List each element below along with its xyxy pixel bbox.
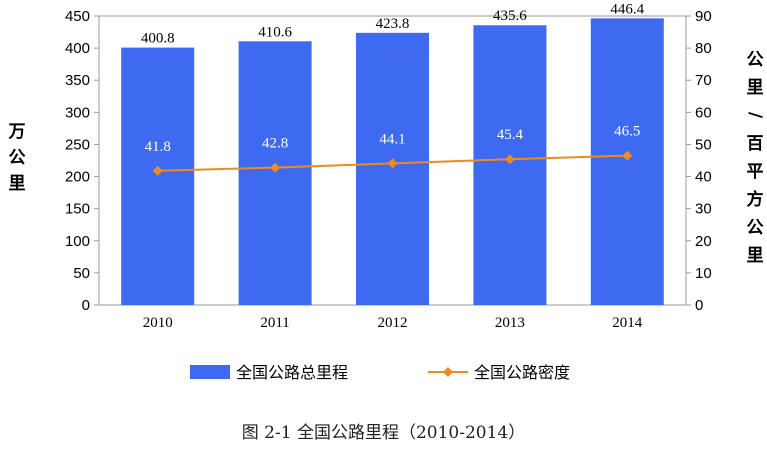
left-tick-label: 150 [65, 201, 90, 218]
bar-value-label: 400.8 [141, 31, 175, 47]
bar-series [121, 18, 664, 306]
bar [121, 47, 195, 306]
bar-value-label: 410.6 [258, 24, 292, 40]
figure-caption: 图 2-1 全国公路里程（2010-2014） [241, 423, 526, 443]
x-tick-label: 2014 [612, 315, 643, 331]
legend-line-label: 全国公路密度 [474, 363, 570, 382]
line-series [152, 150, 633, 176]
left-tick-label: 350 [65, 72, 90, 89]
line-point [387, 158, 398, 169]
axis-label-char: 百 [747, 134, 764, 154]
line-point [270, 162, 281, 173]
bar [356, 32, 429, 305]
axis-label-char: 万 [8, 122, 26, 142]
right-axis-ticks: 0 10 20 30 40 50 60 70 80 90 [686, 8, 712, 314]
line-value-label: 42.8 [262, 136, 288, 152]
legend: 全国公路总里程 全国公路密度 [190, 363, 570, 382]
line-point [152, 165, 163, 176]
line-point [622, 150, 633, 161]
right-tick-label: 40 [695, 169, 712, 186]
bar-value-label: 446.4 [610, 1, 644, 17]
x-tick-label: 2013 [495, 315, 525, 331]
x-tick-label: 2011 [260, 315, 289, 331]
line-value-label: 41.8 [145, 139, 171, 155]
left-tick-label: 450 [65, 8, 90, 25]
line-data-labels: 41.8 42.8 44.1 45.4 46.5 [145, 124, 641, 155]
legend-bar-label: 全国公路总里程 [236, 363, 348, 382]
right-tick-label: 10 [695, 265, 712, 282]
line-value-label: 46.5 [614, 124, 640, 140]
left-axis-label: 万公里 [8, 122, 26, 194]
axis-label-char: 里 [747, 78, 764, 98]
axis-label-char: 公 [747, 50, 764, 70]
axis-label-char: 里 [747, 246, 764, 266]
axis-label-char: / [745, 112, 765, 119]
x-axis-ticks: 2010 2011 2012 2013 2014 [143, 315, 643, 331]
x-tick-label: 2010 [143, 315, 173, 331]
bar [590, 18, 664, 305]
combo-chart: 400.8 410.6 423.8 435.6 446.4 41.8 42.8 44.1 45… [8, 1, 766, 382]
line-point [504, 154, 515, 165]
left-tick-label: 300 [65, 104, 90, 121]
left-axis-ticks: 0 50 100 150 200 250 300 350 400 450 [65, 8, 99, 314]
legend-line-marker [443, 367, 453, 377]
bar-value-label: 435.6 [493, 8, 527, 24]
left-tick-label: 50 [73, 265, 90, 282]
bar-value-label: 423.8 [376, 16, 410, 32]
axis-label-char: 方 [747, 189, 764, 210]
x-tick-label: 2012 [378, 315, 408, 331]
right-tick-label: 20 [695, 233, 712, 250]
bar [238, 41, 312, 305]
left-tick-label: 0 [82, 297, 90, 314]
right-tick-label: 90 [695, 8, 712, 25]
axis-label-char: 公 [747, 218, 764, 238]
right-tick-label: 70 [695, 72, 712, 89]
bar-data-labels: 400.8 410.6 423.8 435.6 446.4 [141, 1, 645, 46]
axis-label-char: 里 [9, 174, 26, 194]
axis-label-char: 平 [747, 162, 764, 182]
legend-bar-swatch [190, 365, 230, 379]
right-tick-label: 60 [695, 104, 712, 121]
right-tick-label: 50 [695, 136, 712, 153]
line-value-label: 44.1 [379, 131, 405, 147]
right-tick-label: 30 [695, 201, 712, 218]
left-tick-label: 400 [65, 40, 90, 57]
left-tick-label: 200 [65, 169, 90, 186]
line-value-label: 45.4 [497, 127, 524, 143]
right-tick-label: 0 [695, 297, 703, 314]
axis-label-char: 公 [9, 148, 26, 168]
bar [473, 25, 547, 306]
right-tick-label: 80 [695, 40, 712, 57]
left-tick-label: 250 [65, 136, 90, 153]
left-tick-label: 100 [65, 233, 90, 250]
